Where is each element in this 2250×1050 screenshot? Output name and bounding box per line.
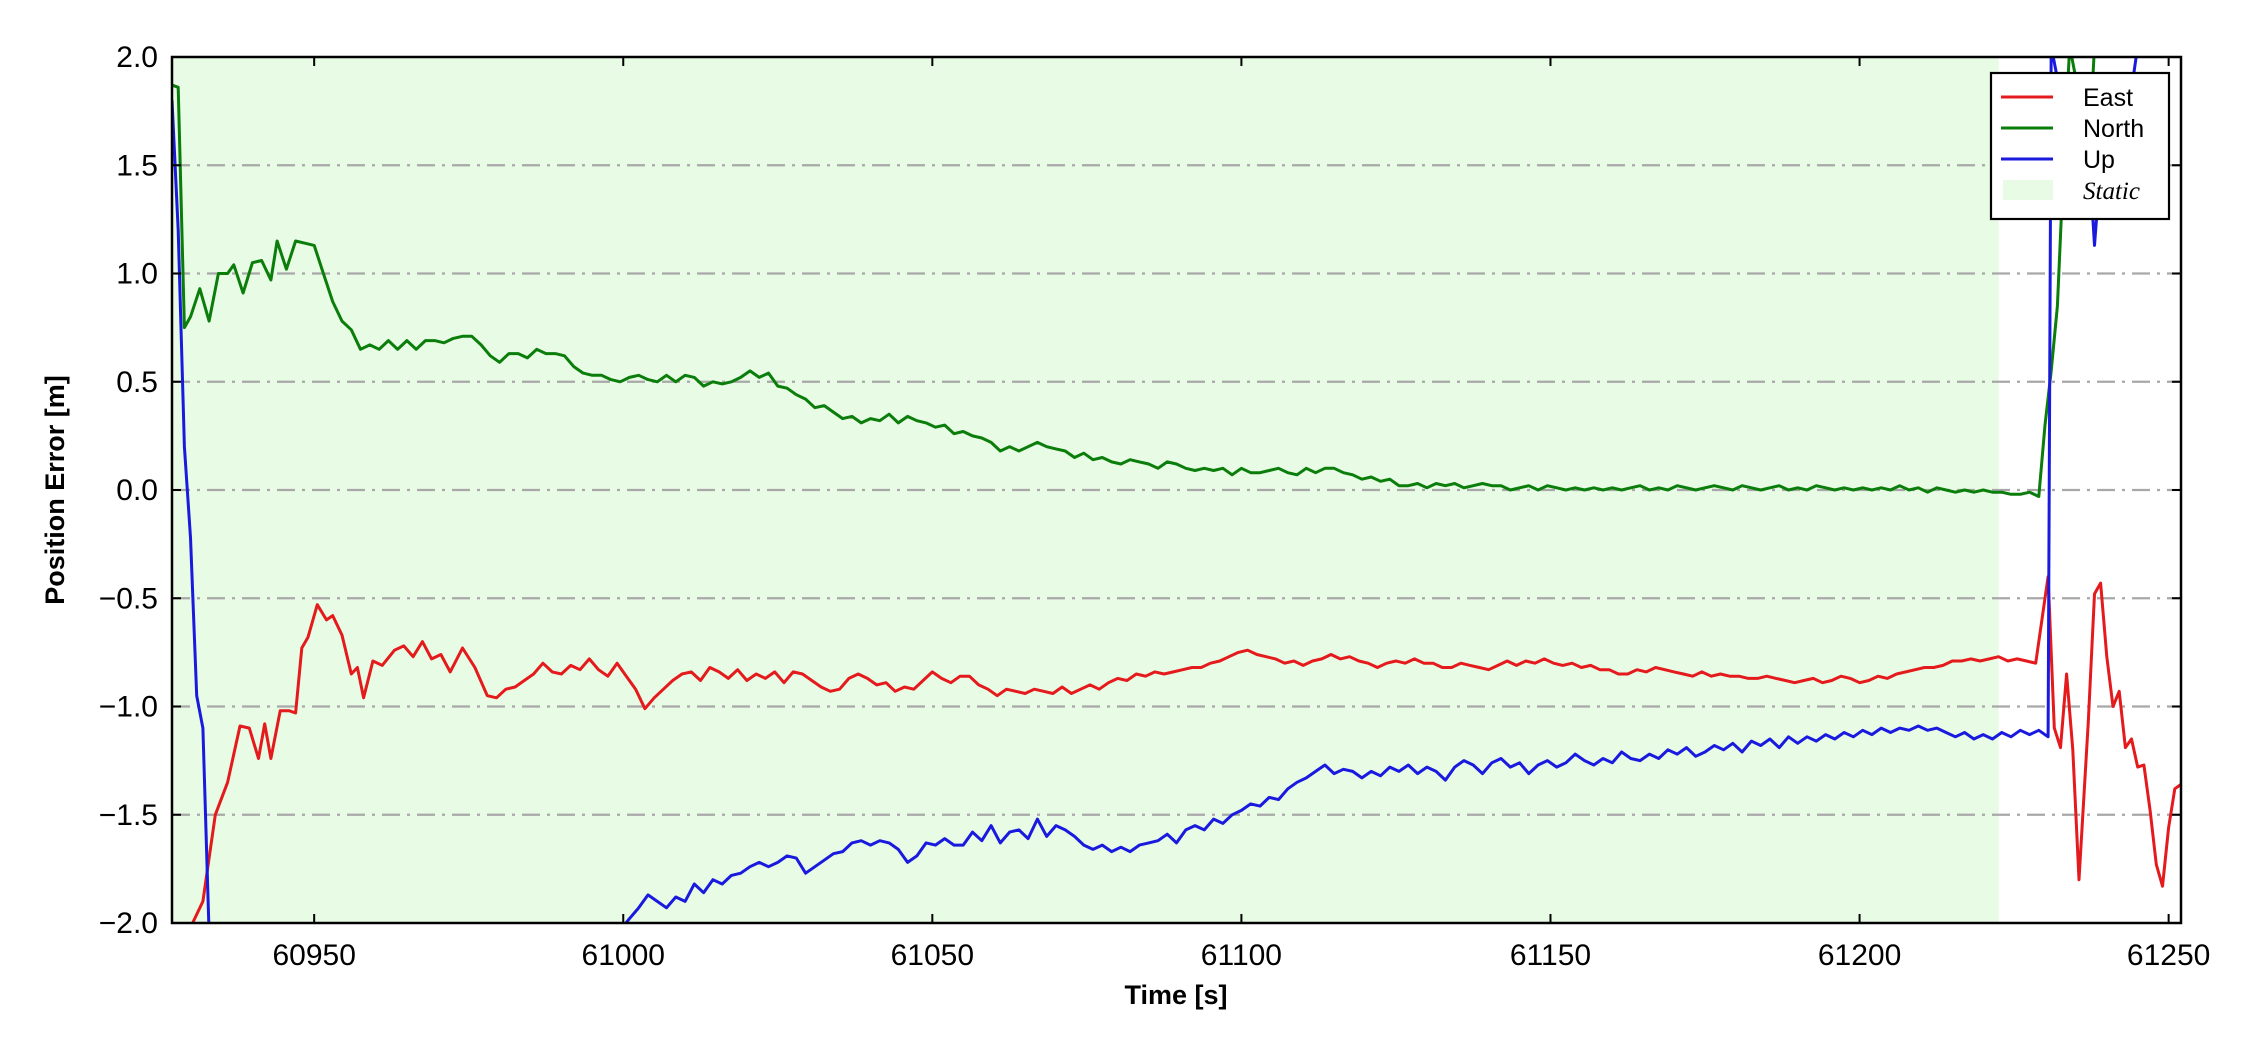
x-tick-label: 61050 [891, 939, 974, 972]
y-tick-label: −2.0 [99, 907, 158, 940]
x-tick-label: 61250 [2127, 939, 2210, 972]
y-tick-label: 0.5 [116, 366, 158, 399]
series-line-up [172, 100, 211, 923]
y-tick-label: 1.0 [116, 258, 158, 291]
legend-label-static: Static [2083, 178, 2140, 205]
legend-label-north: North [2083, 115, 2144, 143]
x-tick-label: 60950 [272, 939, 355, 972]
y-tick-label: 1.5 [116, 149, 158, 182]
x-tick-label: 61150 [1510, 939, 1591, 972]
series-line-north [172, 57, 2096, 498]
legend-label-east: East [2083, 84, 2133, 112]
legend: East North Up Static [1989, 71, 2171, 221]
series-layer [172, 57, 2181, 923]
series-line-east [190, 575, 2181, 923]
y-tick-label: 0.0 [116, 474, 158, 507]
y-tick-label: −1.0 [99, 691, 158, 724]
x-tick-label: 61200 [1818, 939, 1901, 972]
x-tick-label: 61100 [1201, 939, 1282, 972]
y-axis-title: Position Error [m] [40, 375, 70, 605]
legend-label-up: Up [2083, 146, 2115, 174]
series-line-up [623, 57, 2138, 923]
y-tick-label: −1.5 [99, 799, 158, 832]
y-tick-label: −0.5 [99, 582, 158, 615]
x-tick-label: 61000 [582, 939, 665, 972]
x-axis-title: Time [s] [1124, 980, 1227, 1010]
y-tick-label: 2.0 [116, 41, 158, 74]
ticks-layer: 60950 61000 61050 61100 61150 61200 61250 −2.0 −… [99, 41, 2211, 972]
legend-swatch-static [2003, 180, 2053, 200]
